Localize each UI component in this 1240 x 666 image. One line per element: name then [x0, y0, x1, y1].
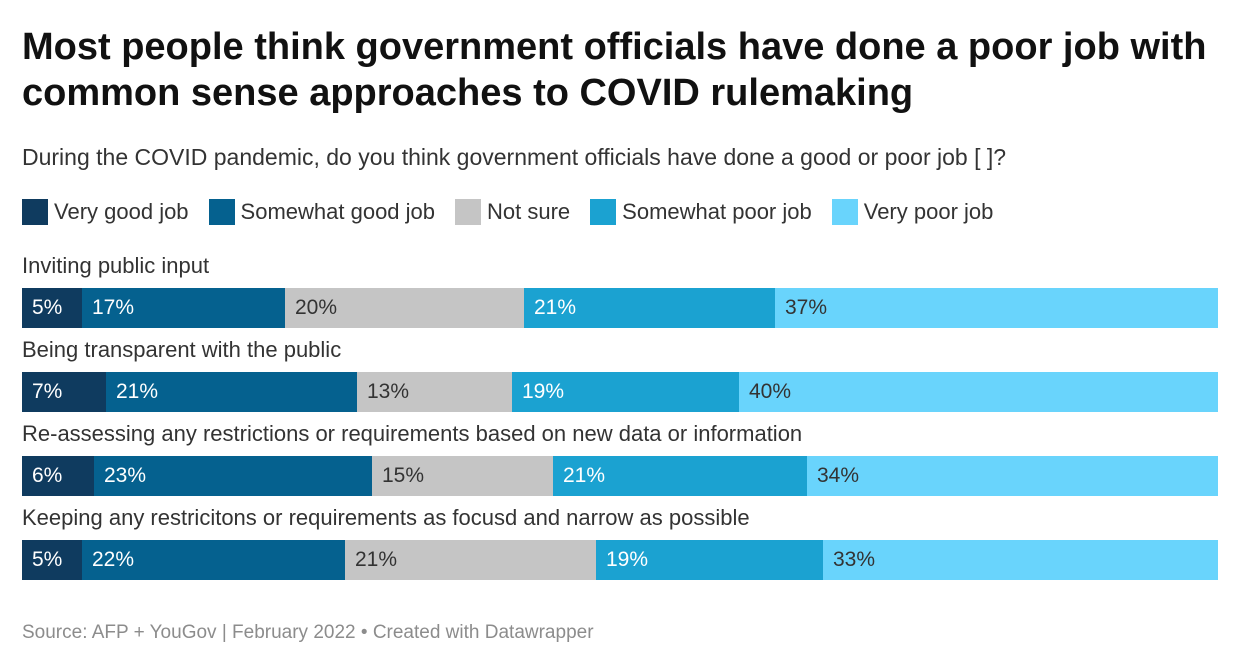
chart-subtitle: During the COVID pandemic, do you think … [22, 144, 1007, 170]
data-label: 34% [817, 464, 860, 487]
legend-label: Not sure [487, 199, 571, 224]
bar-segment-somewhat-poor-job: 19% [596, 540, 823, 580]
bar-row: Re-assessing any restrictions or require… [22, 418, 1218, 502]
stacked-bar: 6% 23% 15% 21% 34% [22, 456, 1218, 496]
bar-segment-somewhat-good-job: 22% [82, 540, 345, 580]
stacked-bar: 7% 21% 13% 19% 40% [22, 372, 1218, 412]
legend-item-very-good-job: Very good job [22, 199, 189, 225]
bar-segment-somewhat-poor-job: 21% [553, 456, 807, 496]
stacked-bar: 5% 22% 21% 19% 33% [22, 540, 1218, 580]
legend-label: Somewhat poor job [622, 199, 812, 224]
stacked-bar-chart: Inviting public input 5% 17% 20% 21% 37% Being… [22, 250, 1218, 586]
category-label: Inviting public input [22, 253, 210, 278]
bar-row: Inviting public input 5% 17% 20% 21% 37% [22, 250, 1218, 334]
data-label: 37% [785, 296, 828, 319]
bar-segment-very-poor-job: 34% [807, 456, 1218, 496]
chart-legend: Very good job Somewhat good job Not sure So… [22, 198, 1013, 226]
data-label: 21% [355, 548, 398, 571]
chart-title: Most people think government officials h… [22, 26, 1207, 114]
bar-segment-somewhat-good-job: 23% [94, 456, 372, 496]
data-label: 13% [367, 380, 410, 403]
category-label: Re-assessing any restrictions or require… [22, 421, 803, 446]
legend-label: Very poor job [863, 199, 994, 224]
bar-segment-very-poor-job: 33% [823, 540, 1218, 580]
data-label: 22% [92, 548, 135, 571]
source-note: Source: AFP + YouGov | February 2022 • C… [22, 622, 594, 643]
data-label: 5% [32, 548, 63, 571]
bar-segment-somewhat-poor-job: 21% [524, 288, 775, 328]
bar-segment-not-sure: 15% [372, 456, 553, 496]
legend-swatch [590, 199, 617, 225]
data-label: 7% [32, 380, 63, 403]
bar-row: Keeping any restricitons or requirements… [22, 502, 1218, 586]
data-label: 21% [534, 296, 577, 319]
data-label: 5% [32, 296, 63, 319]
legend-label: Very good job [54, 199, 189, 224]
legend-item-somewhat-poor-job: Somewhat poor job [590, 199, 812, 225]
data-label: 6% [32, 464, 63, 487]
legend-swatch [455, 199, 482, 225]
bar-segment-somewhat-good-job: 17% [82, 288, 285, 328]
legend-label: Somewhat good job [240, 199, 436, 224]
bar-segment-very-good-job: 5% [22, 540, 82, 580]
bar-segment-somewhat-poor-job: 19% [512, 372, 739, 412]
data-label: 40% [749, 380, 792, 403]
data-label: 19% [606, 548, 649, 571]
data-label: 21% [116, 380, 159, 403]
legend-swatch [208, 199, 235, 225]
legend-item-not-sure: Not sure [455, 199, 570, 225]
bar-segment-very-good-job: 6% [22, 456, 94, 496]
category-label: Keeping any restricitons or requirements… [22, 505, 750, 530]
bar-segment-very-good-job: 7% [22, 372, 106, 412]
bar-segment-not-sure: 20% [285, 288, 524, 328]
data-label: 17% [92, 296, 135, 319]
bar-segment-somewhat-good-job: 21% [106, 372, 357, 412]
bar-segment-very-poor-job: 37% [775, 288, 1218, 328]
data-label: 15% [382, 464, 425, 487]
bar-segment-not-sure: 13% [357, 372, 512, 412]
bar-row: Being transparent with the public 7% 21% 13… [22, 334, 1218, 418]
bar-segment-not-sure: 21% [345, 540, 596, 580]
stacked-bar: 5% 17% 20% 21% 37% [22, 288, 1218, 328]
legend-swatch [22, 199, 48, 225]
legend-swatch [831, 199, 858, 225]
category-label: Being transparent with the public [22, 337, 342, 362]
data-label: 21% [563, 464, 606, 487]
data-label: 19% [522, 380, 565, 403]
bar-segment-very-poor-job: 40% [739, 372, 1218, 412]
legend-item-very-poor-job: Very poor job [831, 199, 994, 225]
legend-item-somewhat-good-job: Somewhat good job [208, 199, 436, 225]
data-label: 23% [104, 464, 147, 487]
bar-segment-very-good-job: 5% [22, 288, 82, 328]
data-label: 20% [295, 296, 338, 319]
data-label: 33% [833, 548, 876, 571]
